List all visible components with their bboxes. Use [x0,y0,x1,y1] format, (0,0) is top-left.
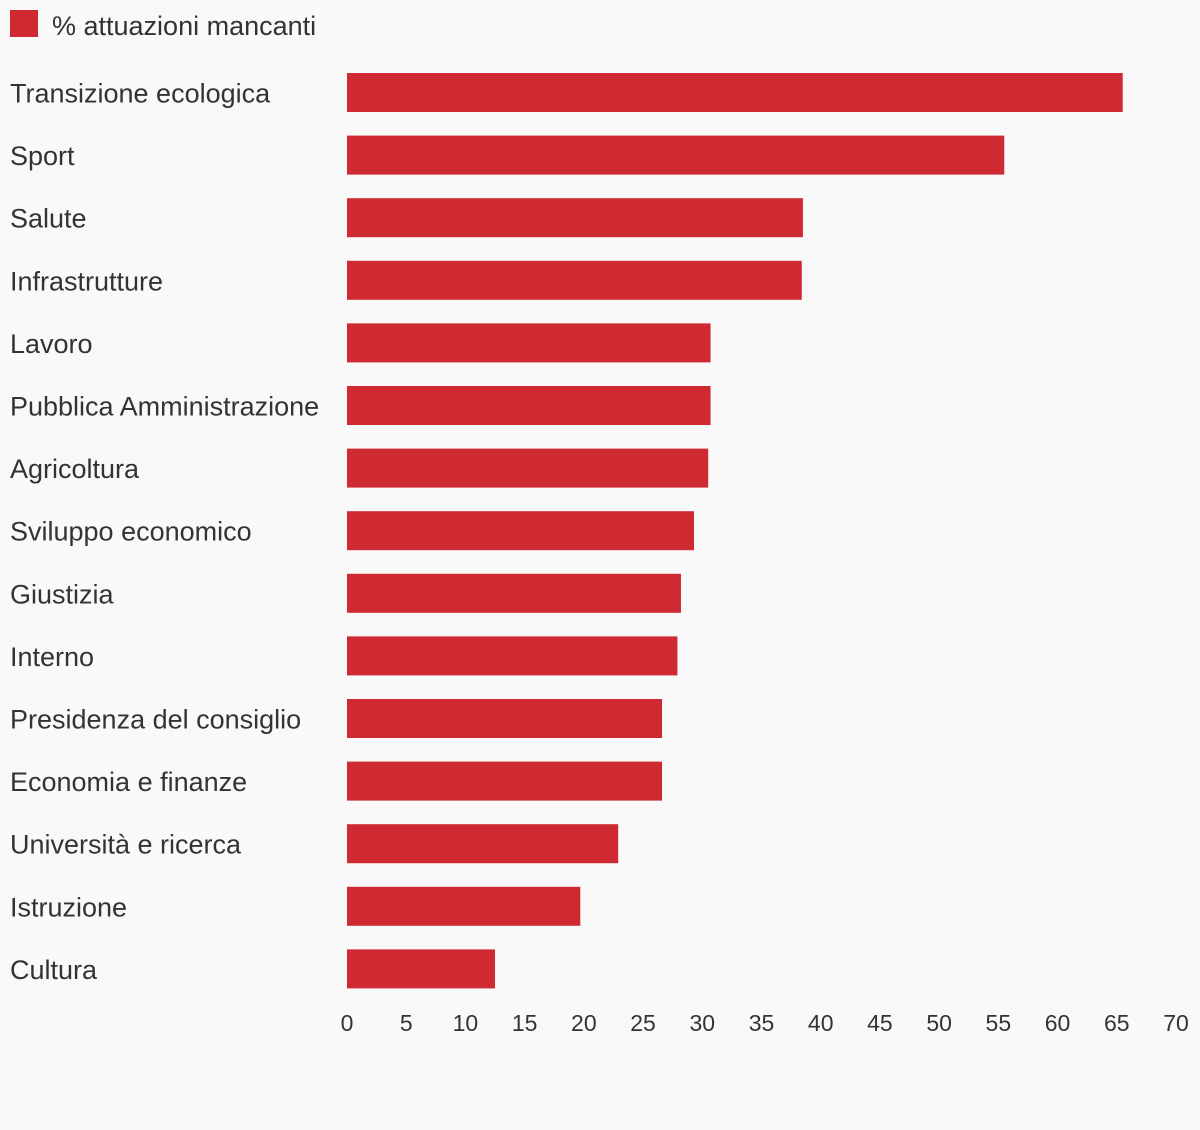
x-tick-label: 50 [926,1010,952,1036]
category-label: Giustizia [10,579,115,609]
category-label: Transizione ecologica [10,79,271,109]
bar [347,73,1123,112]
category-label: Pubblica Amministrazione [10,392,319,422]
category-label: Salute [10,204,87,234]
category-label: Agricoltura [10,454,140,484]
x-tick-label: 40 [808,1010,834,1036]
x-tick-label: 70 [1163,1010,1189,1036]
x-tick-label: 30 [689,1010,715,1036]
category-label: Sviluppo economico [10,517,252,547]
bar [347,198,803,238]
category-labels: Transizione ecologica Sport Salute Infrastr… [10,79,319,985]
bars [347,73,1123,989]
x-tick-label: 25 [630,1010,656,1036]
x-tick-label: 20 [571,1010,597,1036]
bar [347,699,663,738]
category-label: Cultura [10,955,98,985]
bar [347,824,619,864]
x-tick-label: 45 [867,1010,893,1036]
category-label: Presidenza del consiglio [10,705,301,735]
legend-label: % attuazioni mancanti [52,11,317,41]
x-tick-label: 55 [986,1010,1012,1036]
category-label: Infrastrutture [10,266,163,296]
x-tick-label: 0 [341,1010,354,1036]
x-axis-tick-labels: 0 5 10 15 20 25 30 35 40 45 50 55 60 65 70 [341,1010,1189,1036]
bar [347,135,1005,175]
x-tick-label: 60 [1045,1010,1071,1036]
bar [347,448,709,488]
bar [347,636,678,676]
x-tick-label: 10 [453,1010,479,1036]
x-tick-label: 15 [512,1010,538,1036]
bar [347,260,802,300]
x-tick-label: 5 [400,1010,413,1036]
legend-swatch [10,10,38,37]
bar [347,886,581,926]
category-label: Interno [10,642,94,672]
x-tick-label: 35 [749,1010,775,1036]
bar [347,386,711,425]
bar [347,323,711,363]
bar [347,573,681,613]
bar [347,761,663,801]
category-label: Economia e finanze [10,767,247,797]
category-label: Istruzione [10,892,127,922]
category-label: Sport [10,141,75,171]
category-label: Lavoro [10,329,93,359]
bar [347,511,694,551]
category-label: Università e ricerca [10,830,242,860]
x-tick-label: 65 [1104,1010,1130,1036]
bar [347,949,496,989]
